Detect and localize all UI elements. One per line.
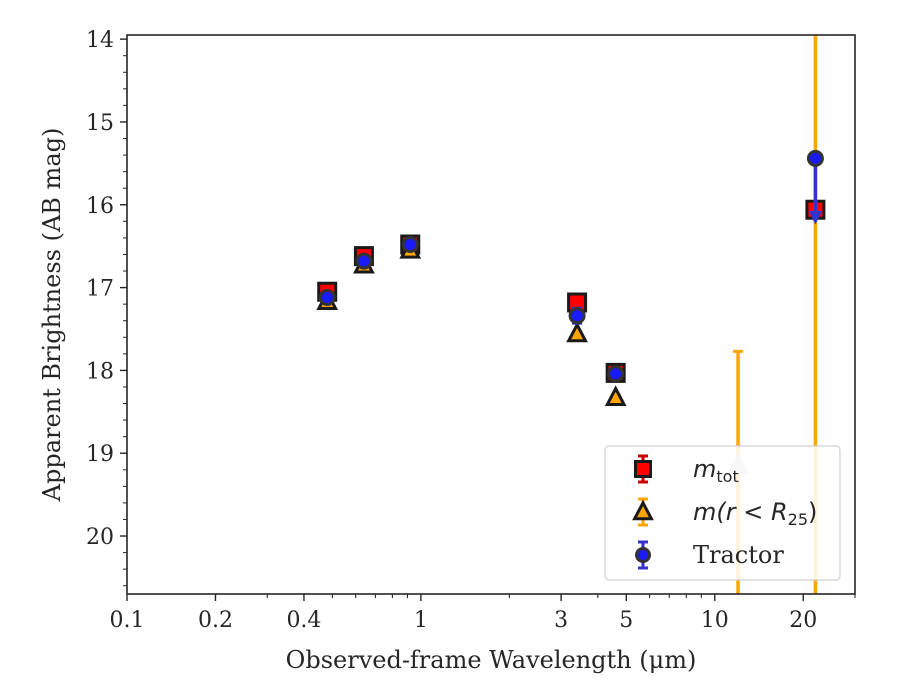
y-tick-label: 15 (86, 111, 114, 136)
data-point (401, 236, 419, 254)
legend-marker (635, 547, 651, 563)
x-tick-label: 20 (789, 608, 817, 633)
data-point (806, 149, 824, 167)
legend-marker (632, 499, 654, 521)
x-tick-label: 1 (414, 608, 428, 633)
y-tick-label: 19 (86, 442, 114, 467)
y-tick-label: 20 (86, 525, 114, 550)
legend-label-2: Tractor (693, 541, 784, 569)
x-tick-label: 5 (619, 608, 633, 633)
x-tick-label: 0.1 (110, 608, 145, 633)
data-point (604, 385, 627, 407)
data-point (566, 321, 588, 343)
x-tick-label: 3 (554, 608, 568, 633)
plot-frame (126, 34, 856, 595)
legend-label-1: m(r < R25) (693, 498, 817, 529)
x-tick-label: 0.4 (286, 608, 321, 633)
y-axis-label: Apparent Brightness (AB mag) (38, 128, 66, 503)
data-series (316, 35, 826, 594)
y-tick-label: 18 (86, 359, 114, 384)
x-tick-label: 0.2 (198, 608, 233, 633)
y-tick-label: 17 (86, 277, 114, 302)
legend-label-0: mtot (693, 455, 739, 486)
limit-arrow (808, 210, 823, 225)
x-tick-label: 10 (701, 608, 729, 633)
axes: 0.1 0.2 0.4 1 3 5 10 20 14 15 16 17 18 19 20 (86, 28, 856, 633)
data-point (355, 252, 373, 270)
y-tick-label: 16 (86, 194, 114, 219)
legend: mtot m(r < R25) Tractor (604, 445, 841, 581)
legend-marker (634, 460, 652, 478)
data-point (607, 365, 625, 383)
data-point (568, 307, 586, 325)
x-axis-label: Observed-frame Wavelength (μm) (286, 646, 697, 674)
legend-box (604, 445, 841, 581)
data-point (318, 289, 336, 307)
y-tick-label: 14 (86, 28, 114, 53)
series-2 (318, 149, 824, 383)
series-0 (317, 199, 826, 383)
